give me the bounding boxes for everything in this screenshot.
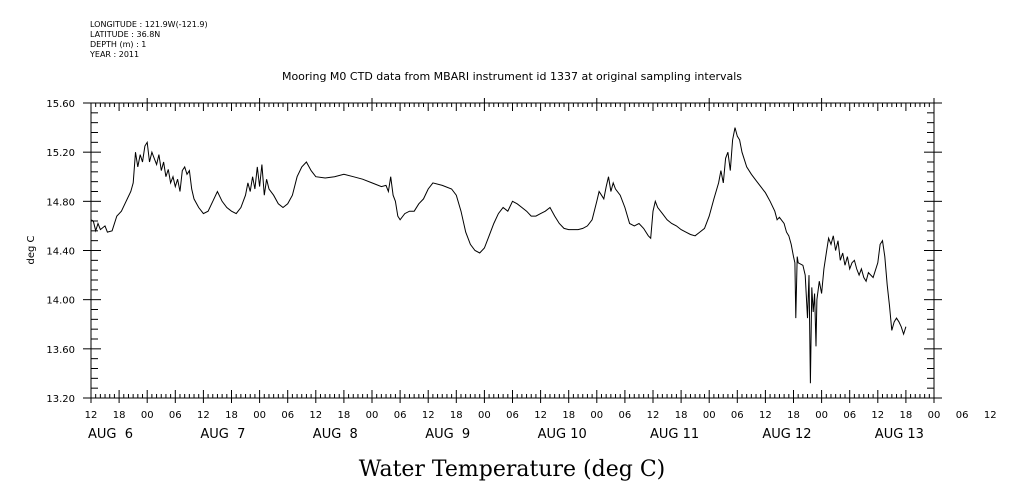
meta-latitude: LATITUDE : 36.8N xyxy=(90,30,161,39)
meta-depth: DEPTH (m) : 1 xyxy=(90,40,147,49)
x-tick-label: 06 xyxy=(731,410,744,421)
x-tick-label: 18 xyxy=(787,410,800,421)
x-tick-label: 12 xyxy=(647,410,660,421)
x-tick-label: 06 xyxy=(394,410,407,421)
y-tick-label: 15.60 xyxy=(46,99,75,110)
meta-year: YEAR : 2011 xyxy=(90,50,140,59)
x-tick-label: 18 xyxy=(675,410,688,421)
x-axis-title: Water Temperature (deg C) xyxy=(359,457,666,482)
x-tick-label: 18 xyxy=(113,410,126,421)
x-axis-ticks: 12 18 00 06 12 18 00 06 12 18 00 06 12 18 00 06 12 18 00 06… xyxy=(85,98,997,442)
x-tick-label: 06 xyxy=(506,410,519,421)
x-tick-label: 18 xyxy=(900,410,913,421)
x-day-label: AUG 12 xyxy=(762,427,811,442)
y-tick-label: 13.60 xyxy=(46,345,75,356)
x-tick-label: 00 xyxy=(253,410,266,421)
x-tick-label: 00 xyxy=(590,410,603,421)
x-tick-label: 06 xyxy=(169,410,182,421)
y-tick-label: 13.20 xyxy=(46,394,75,405)
x-tick-label: 00 xyxy=(703,410,716,421)
y-tick-label: 14.00 xyxy=(46,296,75,307)
y-tick-label: 14.80 xyxy=(46,197,75,208)
x-tick-label: 12 xyxy=(984,410,997,421)
x-tick-label: 06 xyxy=(619,410,632,421)
x-tick-label: 06 xyxy=(843,410,856,421)
x-tick-label: 00 xyxy=(478,410,491,421)
y-tick-label: 15.20 xyxy=(46,148,75,159)
x-tick-label: 12 xyxy=(534,410,547,421)
x-tick-label: 18 xyxy=(338,410,351,421)
x-tick-label: 18 xyxy=(562,410,575,421)
x-day-label: AUG 11 xyxy=(650,427,699,442)
x-tick-label: 00 xyxy=(815,410,828,421)
x-tick-label: 12 xyxy=(197,410,210,421)
meta-longitude: LONGITUDE : 121.9W(-121.9) xyxy=(90,20,208,29)
x-day-label: AUG 10 xyxy=(538,427,587,442)
x-day-label: AUG 13 xyxy=(875,427,924,442)
x-tick-label: 18 xyxy=(450,410,463,421)
x-day-label: AUG 7 xyxy=(200,427,245,442)
x-tick-label: 00 xyxy=(928,410,941,421)
x-tick-label: 12 xyxy=(85,410,98,421)
x-day-label: AUG 6 xyxy=(88,427,133,442)
x-day-label: AUG 9 xyxy=(425,427,470,442)
x-tick-label: 12 xyxy=(422,410,435,421)
y-tick-label: 14.40 xyxy=(46,247,75,258)
x-tick-label: 12 xyxy=(871,410,884,421)
y-axis-label: deg C xyxy=(26,235,37,264)
x-tick-label: 00 xyxy=(366,410,379,421)
metadata-block: LONGITUDE : 121.9W(-121.9) LATITUDE : 36… xyxy=(90,20,208,60)
series-line xyxy=(90,127,907,384)
x-day-label: AUG 8 xyxy=(313,427,358,442)
x-tick-label: 00 xyxy=(141,410,154,421)
chart-title: Mooring M0 CTD data from MBARI instrumen… xyxy=(282,70,742,83)
series-group xyxy=(90,127,907,384)
x-tick-label: 18 xyxy=(225,410,238,421)
plot-frame xyxy=(90,102,935,399)
x-tick-label: 06 xyxy=(281,410,294,421)
x-tick-label: 12 xyxy=(759,410,772,421)
x-tick-label: 12 xyxy=(309,410,322,421)
y-axis-ticks: 15.60 15.20 14.80 14.40 14.00 13.60 13.20 xyxy=(46,99,942,405)
x-tick-label: 06 xyxy=(956,410,969,421)
